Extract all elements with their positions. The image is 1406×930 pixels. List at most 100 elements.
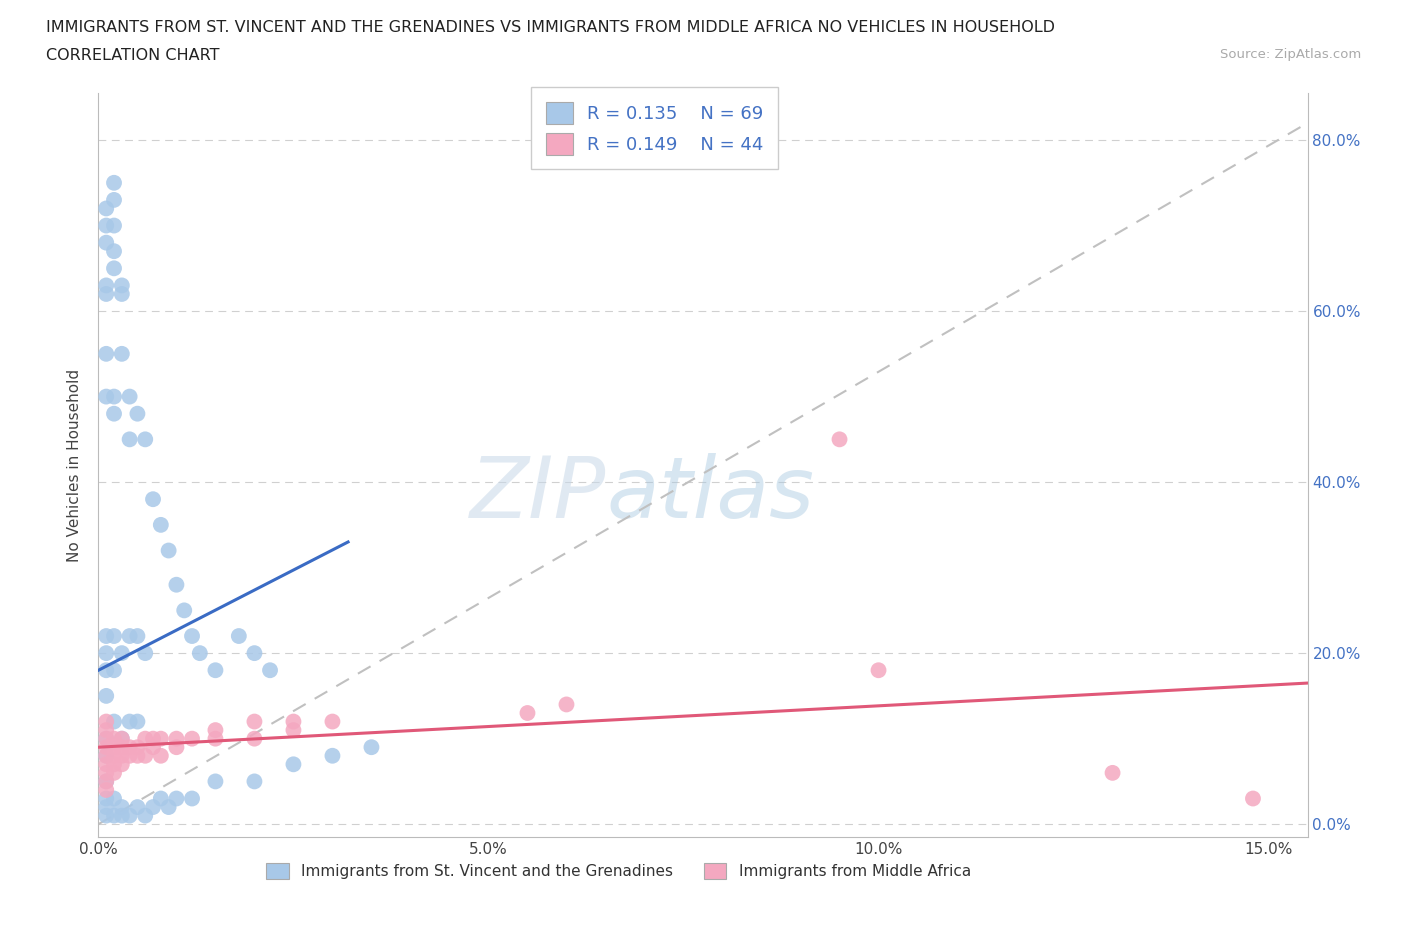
Point (127, 714, 149, 729)
Point (360, 739, 382, 754)
Point (149, 731, 172, 746)
Point (103, 193, 125, 207)
Point (188, 645, 211, 660)
Point (204, 663, 226, 678)
Point (103, 749, 125, 764)
Point (321, 714, 343, 729)
Point (96, 278, 118, 293)
Point (96, 749, 118, 764)
Point (103, 808, 125, 823)
Point (96, 629, 118, 644)
Point (142, 731, 165, 746)
Point (118, 629, 141, 644)
Point (103, 244, 125, 259)
Point (142, 492, 165, 507)
Point (283, 723, 305, 737)
Point (259, 663, 281, 678)
Point (96, 219, 118, 233)
Point (165, 739, 187, 754)
Point (134, 645, 156, 660)
Point (243, 714, 266, 729)
Point (321, 749, 343, 764)
Point (96, 765, 118, 780)
Point (96, 714, 118, 729)
Point (96, 791, 118, 806)
Point (283, 714, 305, 729)
Point (868, 663, 890, 678)
Point (96, 663, 118, 678)
Text: IMMIGRANTS FROM ST. VINCENT AND THE GRENADINES VS IMMIGRANTS FROM MIDDLE AFRICA : IMMIGRANTS FROM ST. VINCENT AND THE GREN… (46, 20, 1056, 35)
Point (96, 201, 118, 216)
Point (204, 731, 226, 746)
Point (96, 731, 118, 746)
Point (127, 739, 149, 754)
Point (111, 286, 134, 301)
Point (96, 749, 118, 764)
Point (516, 706, 538, 721)
Point (142, 739, 165, 754)
Point (96, 286, 118, 301)
Point (103, 261, 125, 276)
Point (828, 432, 851, 446)
Point (165, 791, 187, 806)
Point (165, 731, 187, 746)
Point (243, 731, 266, 746)
Point (103, 731, 125, 746)
Point (96, 782, 118, 797)
Point (228, 629, 250, 644)
Point (134, 432, 156, 446)
Point (127, 800, 149, 815)
Point (157, 800, 180, 815)
Point (165, 578, 187, 592)
Point (118, 808, 141, 823)
Point (103, 389, 125, 404)
Point (149, 749, 172, 764)
Point (111, 278, 134, 293)
Point (134, 808, 156, 823)
Point (96, 757, 118, 772)
Point (118, 739, 141, 754)
Point (103, 629, 125, 644)
Point (204, 774, 226, 789)
Legend: Immigrants from St. Vincent and the Grenadines, Immigrants from Middle Africa: Immigrants from St. Vincent and the Gren… (260, 857, 977, 885)
Text: atlas: atlas (606, 453, 814, 537)
Point (96, 739, 118, 754)
Point (111, 731, 134, 746)
Point (181, 629, 204, 644)
Point (181, 791, 204, 806)
Point (111, 739, 134, 754)
Point (111, 749, 134, 764)
Text: CORRELATION CHART: CORRELATION CHART (46, 48, 219, 63)
Point (111, 808, 134, 823)
Point (103, 757, 125, 772)
Point (111, 757, 134, 772)
Point (118, 749, 141, 764)
Point (103, 765, 125, 780)
Text: Source: ZipAtlas.com: Source: ZipAtlas.com (1220, 48, 1361, 61)
Point (111, 645, 134, 660)
Point (149, 517, 172, 532)
Point (111, 346, 134, 361)
Point (127, 629, 149, 644)
Point (111, 731, 134, 746)
Point (103, 663, 125, 678)
Point (103, 406, 125, 421)
Point (96, 389, 118, 404)
Point (283, 757, 305, 772)
Y-axis label: No Vehicles in Household: No Vehicles in Household (67, 368, 83, 562)
Point (127, 406, 149, 421)
Point (103, 219, 125, 233)
Point (103, 739, 125, 754)
Point (96, 800, 118, 815)
Point (103, 714, 125, 729)
Point (96, 723, 118, 737)
Point (96, 688, 118, 703)
Point (1241, 791, 1264, 806)
Point (149, 791, 172, 806)
Point (96, 645, 118, 660)
Point (134, 749, 156, 764)
Point (96, 731, 118, 746)
Point (103, 176, 125, 191)
Point (118, 432, 141, 446)
Point (111, 800, 134, 815)
